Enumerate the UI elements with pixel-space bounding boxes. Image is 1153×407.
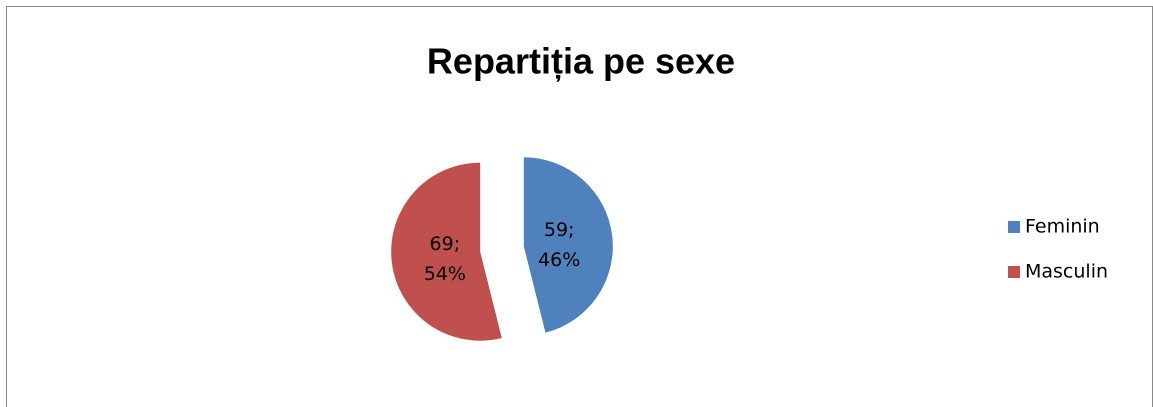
legend-label: Masculin <box>1025 261 1108 283</box>
data-label: 59; 46% <box>538 218 580 270</box>
chart-title: Repartiția pe sexe <box>427 41 735 83</box>
legend-swatch <box>1008 266 1020 278</box>
data-label-line: 54% <box>424 263 466 285</box>
data-label: 69; 54% <box>424 233 466 285</box>
legend-label: Feminin <box>1025 216 1100 238</box>
pie-slice <box>523 157 613 333</box>
pie-slice <box>391 162 502 341</box>
data-label-line: 59; <box>544 218 575 240</box>
legend-swatch <box>1008 221 1020 233</box>
data-label-line: 69; <box>430 233 461 255</box>
data-label-line: 46% <box>538 248 580 270</box>
